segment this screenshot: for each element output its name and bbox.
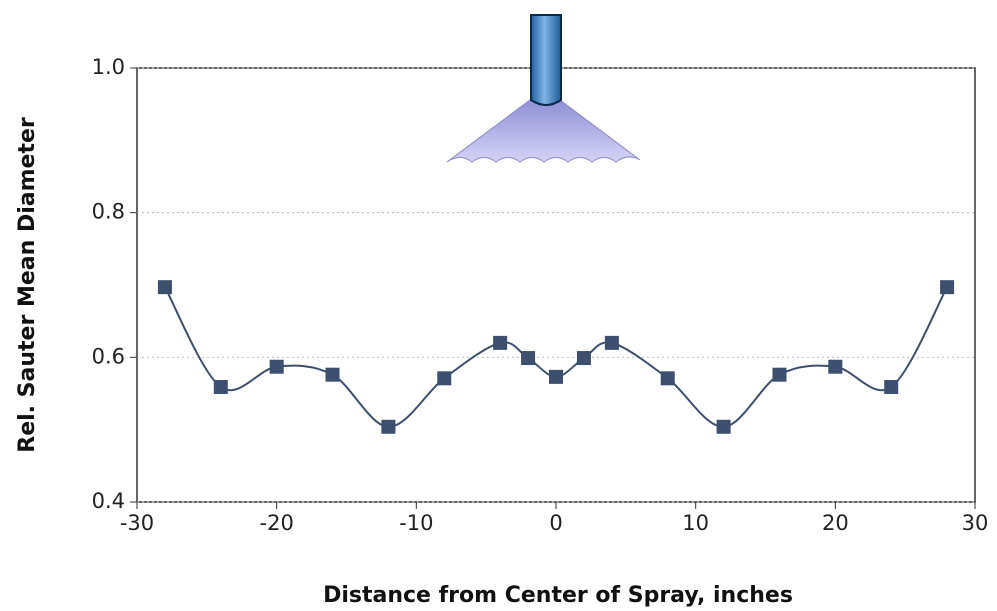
x-tick-label: 20 (822, 511, 849, 535)
data-point (577, 351, 591, 365)
x-tick-label: -20 (260, 511, 294, 535)
data-point (940, 280, 954, 294)
y-tick-label: 0.6 (92, 344, 125, 368)
y-axis-title: Rel. Sauter Mean Diameter (15, 117, 40, 453)
data-point (493, 336, 507, 350)
data-point (437, 371, 451, 385)
data-point (521, 351, 535, 365)
data-point (772, 368, 786, 382)
x-tick-label: -30 (120, 511, 154, 535)
data-point (828, 360, 842, 374)
x-tick-label: 0 (549, 511, 562, 535)
data-point (661, 371, 675, 385)
data-point (549, 370, 563, 384)
data-point (884, 380, 898, 394)
data-point (326, 368, 340, 382)
x-tick-label: 10 (682, 511, 709, 535)
data-point (381, 420, 395, 434)
y-tick-label: 0.4 (92, 489, 125, 513)
data-point (605, 336, 619, 350)
x-tick-label: -10 (399, 511, 433, 535)
x-tick-label: 30 (962, 511, 989, 535)
data-point (717, 420, 731, 434)
y-tick-label: 1.0 (92, 55, 125, 79)
data-point (158, 280, 172, 294)
nozzle-illustration (447, 15, 640, 162)
y-tick-label: 0.8 (92, 200, 125, 224)
chart: 0.4 0.6 0.8 1.0 -30 -20 -10 0 10 20 30 Distance fr… (0, 0, 997, 611)
data-point (214, 380, 228, 394)
x-axis-title: Distance from Center of Spray, inches (323, 583, 793, 608)
data-point (270, 360, 284, 374)
